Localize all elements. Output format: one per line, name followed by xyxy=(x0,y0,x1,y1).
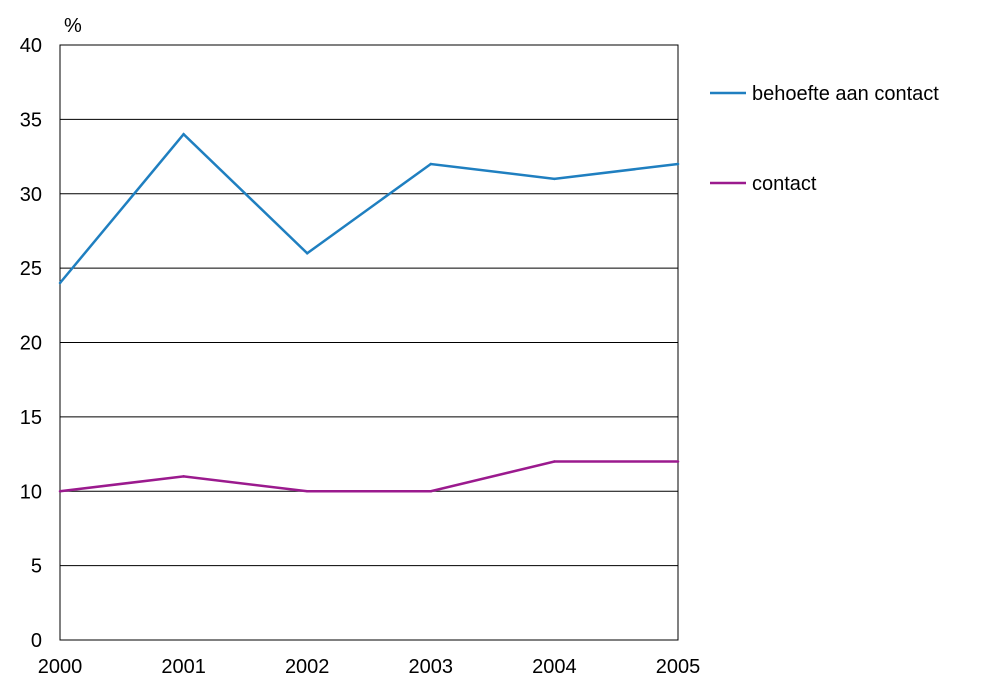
gridlines xyxy=(60,118,678,567)
plot-frame xyxy=(59,44,679,641)
x-tick-label: 2001 xyxy=(161,656,206,678)
data-point xyxy=(305,252,309,255)
y-tick-label: 5 xyxy=(31,556,42,578)
y-tick-label: 40 xyxy=(20,35,42,57)
data-point xyxy=(429,162,433,166)
data-point xyxy=(58,490,62,493)
legend-label: behoefte aan contact xyxy=(752,83,939,105)
legend-item: contact xyxy=(710,173,817,195)
data-point xyxy=(305,490,309,493)
x-tick-label: 2000 xyxy=(38,656,83,678)
y-tick-label: 0 xyxy=(31,630,42,652)
data-point xyxy=(429,490,433,493)
y-axis-unit-label: % xyxy=(64,15,82,37)
x-tick-label: 2002 xyxy=(285,656,330,678)
series-line-2 xyxy=(59,460,678,493)
data-point xyxy=(182,133,185,136)
y-axis-ticks: 0 5 10 15 20 25 30 35 40 xyxy=(20,35,42,652)
data-point xyxy=(676,460,680,463)
series-line-1 xyxy=(59,132,679,284)
data-point xyxy=(676,162,680,166)
y-tick-label: 20 xyxy=(20,333,42,355)
y-tick-label: 35 xyxy=(20,109,42,131)
x-tick-label: 2005 xyxy=(656,656,701,678)
y-tick-label: 30 xyxy=(20,184,42,206)
data-point xyxy=(182,475,185,478)
y-tick-label: 15 xyxy=(20,407,42,429)
data-point xyxy=(553,460,556,463)
y-tick-label: 25 xyxy=(20,258,42,280)
x-tick-label: 2004 xyxy=(532,656,577,678)
legend: behoefte aan contact contact xyxy=(710,83,939,195)
y-tick-label: 10 xyxy=(20,481,42,503)
x-axis-ticks: 2000 2001 2002 2003 2004 2005 xyxy=(38,656,701,678)
legend-item: behoefte aan contact xyxy=(710,83,939,105)
data-point xyxy=(58,281,62,285)
data-point xyxy=(553,177,556,181)
series-lines xyxy=(58,132,680,493)
legend-label: contact xyxy=(752,173,817,195)
x-tick-label: 2003 xyxy=(409,656,454,678)
